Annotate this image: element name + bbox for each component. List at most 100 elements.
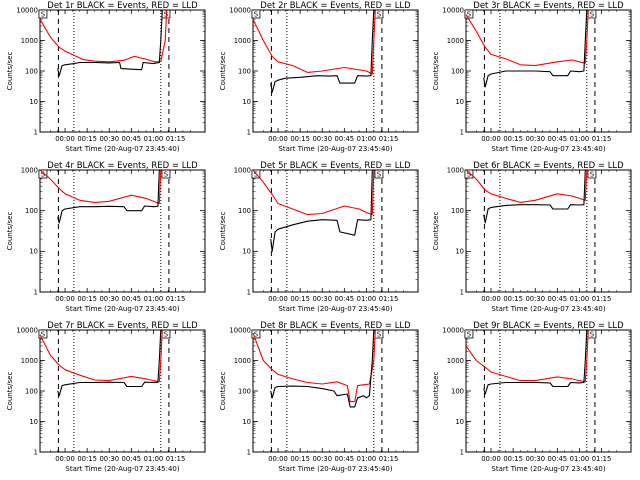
saa-marker-label: S [590, 11, 594, 19]
x-tick-label: 00:00 [481, 295, 501, 303]
x-tick-label: 00:30 [312, 455, 332, 463]
x-tick-label: 00:30 [312, 135, 332, 143]
x-tick-label: 01:15 [166, 295, 186, 303]
plot-frame [39, 169, 206, 293]
x-tick-label: 00:30 [99, 135, 119, 143]
x-tick-label: 01:15 [592, 295, 612, 303]
x-tick-label: 01:00 [357, 455, 377, 463]
y-tick-label: 10000 [16, 326, 38, 334]
x-tick-label: 00:45 [548, 295, 568, 303]
x-tick-label: 00:30 [525, 295, 545, 303]
x-tick-label: 00:15 [77, 295, 97, 303]
plot-frame [252, 329, 419, 453]
x-tick-label: 00:45 [548, 455, 568, 463]
detector-panel-7: Det 7r BLACK = Events, RED = LLD 1 10 100 10… [0, 320, 213, 480]
series-line-red [465, 169, 598, 203]
x-tick-label: 00:45 [122, 295, 142, 303]
x-tick-label: 01:00 [144, 295, 164, 303]
x-tick-label: 01:15 [592, 455, 612, 463]
chart-title: Det 6r BLACK = Events, RED = LLD [473, 161, 624, 171]
y-tick-label: 1 [34, 128, 38, 136]
rate-chart: Det 1r BLACK = Events, RED = LLD 1 10 100 10… [6, 1, 206, 153]
saa-marker-label: S [41, 11, 45, 19]
x-tick-label: 01:15 [379, 135, 399, 143]
rate-chart: Det 3r BLACK = Events, RED = LLD 1 10 100 10… [432, 1, 632, 153]
y-tick-label: 1000 [21, 37, 38, 45]
x-axis-label: Start Time (20-Aug-07 23:45:40) [491, 145, 605, 153]
chart-title: Det 4r BLACK = Events, RED = LLD [47, 161, 198, 171]
x-axis-label: Start Time (20-Aug-07 23:45:40) [491, 305, 605, 313]
saa-marker-box [464, 169, 474, 179]
y-tick-label: 1 [247, 288, 251, 296]
x-tick-label: 00:45 [335, 455, 355, 463]
detector-panel-3: Det 3r BLACK = Events, RED = LLD 1 10 100 10… [426, 0, 639, 160]
x-tick-label: 01:00 [357, 295, 377, 303]
x-tick-label: 00:00 [55, 455, 75, 463]
saa-marker-label: S [41, 331, 45, 339]
saa-marker-label: S [467, 11, 471, 19]
plot-frame [465, 329, 632, 453]
x-tick-label: 00:00 [55, 295, 75, 303]
saa-marker-box [251, 9, 261, 19]
x-tick-label: 00:45 [122, 455, 142, 463]
x-axis-label: Start Time (20-Aug-07 23:45:40) [65, 465, 179, 473]
detector-panel-1: Det 1r BLACK = Events, RED = LLD 1 10 100 10… [0, 0, 213, 160]
saa-marker-box [464, 329, 474, 339]
x-tick-label: 01:15 [166, 455, 186, 463]
rate-chart: Det 6r BLACK = Events, RED = LLD 1 10 100 10… [432, 161, 632, 313]
y-axis-label: Counts/sec [432, 52, 440, 91]
y-axis-label: Counts/sec [219, 212, 227, 251]
chart-title: Det 2r BLACK = Events, RED = LLD [260, 1, 411, 11]
x-tick-label: 01:00 [570, 295, 590, 303]
saa-marker-label: S [164, 171, 168, 179]
y-axis-label: Counts/sec [6, 52, 14, 91]
series-line-red [39, 169, 172, 205]
y-tick-label: 100 [451, 387, 464, 395]
saa-marker-label: S [377, 171, 381, 179]
plot-frame [252, 169, 419, 293]
saa-marker-label: S [590, 171, 594, 179]
saa-marker-box [38, 329, 48, 339]
y-tick-label: 10 [455, 418, 464, 426]
chart-title: Det 5r BLACK = Events, RED = LLD [260, 161, 411, 171]
y-tick-label: 1 [460, 288, 464, 296]
y-tick-label: 1000 [234, 166, 251, 174]
saa-marker-label: S [467, 171, 471, 179]
x-tick-label: 00:30 [99, 455, 119, 463]
chart-title: Det 8r BLACK = Events, RED = LLD [260, 321, 411, 331]
saa-marker-box [464, 9, 474, 19]
y-tick-label: 1000 [447, 37, 464, 45]
series-line-black [483, 9, 598, 88]
chart-title: Det 3r BLACK = Events, RED = LLD [473, 1, 624, 11]
y-tick-label: 1000 [21, 166, 38, 174]
x-tick-label: 00:15 [290, 455, 310, 463]
y-axis-label: Counts/sec [432, 372, 440, 411]
y-tick-label: 1 [460, 128, 464, 136]
x-tick-label: 01:15 [379, 295, 399, 303]
detector-panel-8: Det 8r BLACK = Events, RED = LLD 1 10 100 10… [213, 320, 426, 480]
saa-marker-box [38, 9, 48, 19]
x-axis-label: Start Time (20-Aug-07 23:45:40) [65, 145, 179, 153]
x-tick-label: 01:00 [570, 135, 590, 143]
y-axis-label: Counts/sec [219, 372, 227, 411]
x-tick-label: 00:00 [55, 135, 75, 143]
x-tick-label: 01:00 [570, 455, 590, 463]
saa-marker-label: S [254, 331, 258, 339]
series-line-black [270, 9, 385, 93]
x-tick-label: 00:15 [77, 135, 97, 143]
series-line-red [39, 329, 172, 383]
x-tick-label: 01:00 [144, 455, 164, 463]
saa-marker-label: S [254, 11, 258, 19]
y-tick-label: 100 [238, 387, 251, 395]
y-tick-label: 10 [242, 98, 251, 106]
x-tick-label: 00:30 [99, 295, 119, 303]
chart-title: Det 7r BLACK = Events, RED = LLD [47, 321, 198, 331]
y-tick-label: 100 [25, 67, 38, 75]
plot-frame [465, 169, 632, 293]
x-tick-label: 00:15 [290, 295, 310, 303]
x-tick-label: 00:15 [503, 455, 523, 463]
x-tick-label: 00:30 [525, 455, 545, 463]
y-tick-label: 100 [25, 207, 38, 215]
x-tick-label: 01:15 [166, 135, 186, 143]
